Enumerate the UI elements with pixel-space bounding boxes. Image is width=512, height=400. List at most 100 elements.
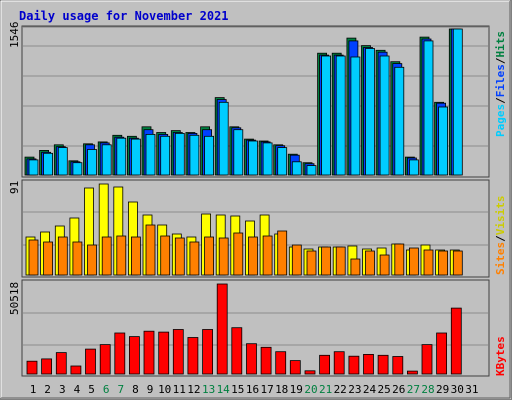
bar-sites-day-26: [394, 243, 405, 276]
bar-pages-day-3: [57, 147, 68, 176]
x-tick-label: 16: [246, 383, 259, 396]
bar-pages-day-26: [394, 66, 405, 176]
bar-pages-day-24: [365, 48, 375, 176]
bar-sites-day-28: [423, 249, 434, 276]
kbytes-max-label: 50518: [8, 282, 21, 315]
bar-sites-day-11: [174, 237, 185, 276]
bar-pages-day-20: [306, 165, 317, 176]
visits-max-label: 91: [8, 181, 21, 194]
legend-visits: Visits: [494, 196, 507, 236]
bar-pages-day-12: [189, 134, 200, 176]
bar-kbytes-day-26: [392, 356, 404, 375]
x-tick-label: 9: [147, 383, 154, 396]
bar-kbytes-day-10: [158, 331, 170, 375]
bar-sites-day-8: [130, 236, 141, 276]
bar-kbytes-day-16: [246, 343, 257, 375]
bar-sites-day-21: [321, 246, 332, 276]
bar-pages-day-29: [438, 106, 449, 176]
bar-sites-day-5: [87, 244, 97, 276]
bar-sites-day-1: [28, 239, 39, 276]
bar-sites-day-30: [452, 250, 463, 276]
bar-kbytes-day-8: [128, 336, 140, 375]
x-tick-label: 1: [30, 383, 37, 396]
bar-sites-day-23: [350, 258, 361, 276]
bar-pages-day-22: [335, 55, 346, 176]
chart-title: Daily usage for November 2021: [19, 9, 229, 23]
bar-sites-day-3: [57, 236, 68, 276]
x-tick-label: 14: [217, 383, 231, 396]
x-tick-label: 29: [436, 383, 449, 396]
bar-pages-day-8: [130, 138, 141, 176]
bar-kbytes-day-24: [363, 353, 374, 375]
bar-kbytes-day-30: [450, 307, 462, 375]
legend-sites: Sites: [494, 242, 507, 275]
bar-kbytes-day-28: [421, 344, 433, 375]
bar-kbytes-day-17: [260, 346, 272, 375]
bar-sites-day-9: [145, 224, 156, 276]
x-tick-label: 18: [275, 383, 288, 396]
legend-hits: Hits: [494, 31, 507, 58]
bar-pages-day-11: [174, 132, 185, 176]
bar-sites-day-7: [116, 235, 127, 276]
legend-kbytes: KBytes: [494, 336, 507, 376]
bar-kbytes-day-29: [436, 332, 448, 375]
bar-pages-day-6: [101, 144, 112, 176]
bar-pages-day-25: [379, 55, 390, 176]
hits-max-label: 1546: [8, 22, 21, 49]
bar-pages-day-9: [145, 133, 156, 176]
legend-sites-visits: Sites/Visits: [494, 196, 507, 276]
bar-pages-day-16: [248, 140, 258, 176]
x-tick-label: 3: [59, 383, 66, 396]
bar-sites-day-16: [248, 236, 258, 276]
x-tick-label: 28: [421, 383, 434, 396]
bar-kbytes-day-3: [55, 352, 67, 375]
bar-sites-day-29: [438, 250, 449, 276]
x-tick-label: 8: [132, 383, 139, 396]
bar-pages-day-4: [72, 162, 83, 176]
bar-sites-day-27: [408, 247, 419, 276]
bar-pages-day-27: [408, 159, 419, 176]
bar-pages-day-15: [233, 129, 244, 176]
x-axis-labels: 1 2 3 4 5 6 7 8 9 10 11 12 13 14 15 16 17 18 19 20 21 22 23 24 2…: [30, 383, 479, 396]
x-tick-label: 11: [173, 383, 186, 396]
x-tick-label: 23: [348, 383, 361, 396]
x-tick-label: 4: [74, 383, 81, 396]
x-tick-label: 2: [44, 383, 51, 396]
bar-kbytes-day-1: [26, 360, 38, 375]
x-tick-label: 10: [158, 383, 171, 396]
legend-pages: Pages: [494, 104, 507, 137]
bar-pages-day-14: [218, 101, 229, 176]
bar-sites-day-12: [189, 241, 200, 276]
bar-kbytes-day-7: [114, 332, 126, 375]
bar-pages-day-18: [277, 147, 288, 176]
bar-pages-day-1: [28, 159, 39, 176]
bar-pages-day-5: [87, 149, 97, 176]
x-tick-label: 27: [407, 383, 420, 396]
bar-kbytes-day-4: [70, 365, 82, 375]
bar-pages-day-13: [204, 135, 215, 176]
bar-pages-day-23: [350, 56, 361, 176]
bar-sites-day-22: [335, 246, 346, 276]
x-tick-label: 13: [202, 383, 215, 396]
legend-hits-files-pages: Pages/Files/Hits: [494, 31, 507, 137]
bar-kbytes-day-18: [275, 351, 287, 375]
x-tick-label: 15: [231, 383, 244, 396]
bar-pages-day-21: [321, 55, 332, 176]
bar-sites-day-19: [291, 244, 302, 276]
legend-files: Files: [494, 64, 507, 97]
bar-kbytes-day-27: [406, 370, 418, 375]
x-tick-label: 12: [187, 383, 200, 396]
bar-kbytes-day-12: [187, 337, 199, 375]
x-tick-label: 26: [392, 383, 405, 396]
x-tick-label: 21: [319, 383, 332, 396]
bar-sites-day-25: [379, 254, 390, 276]
bar-kbytes-day-9: [143, 330, 155, 375]
bar-kbytes-day-6: [99, 344, 111, 375]
bar-sites-day-6: [101, 236, 112, 276]
x-tick-label: 31: [465, 383, 478, 396]
bar-sites-day-20: [306, 250, 317, 276]
bar-kbytes-day-14: [216, 283, 228, 375]
bars-layer: [23, 28, 488, 375]
bar-kbytes-day-25: [377, 354, 389, 375]
